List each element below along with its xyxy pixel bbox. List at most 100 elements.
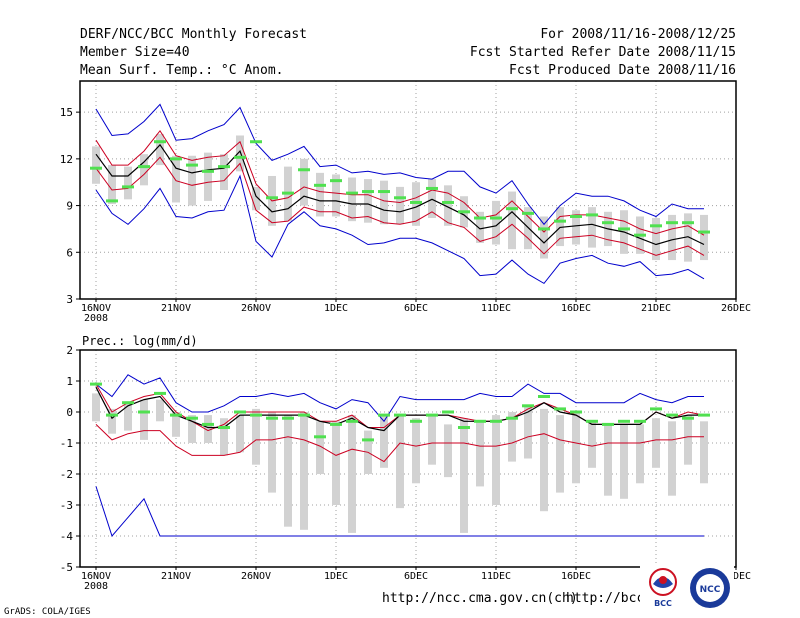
temp-y-tick-label: 3 xyxy=(66,293,73,306)
temp-control-marker xyxy=(362,190,374,194)
temp-y-tick-label: 9 xyxy=(66,200,73,213)
prec-x-tick-label: 21NOV xyxy=(161,571,191,582)
bcc-url-link[interactable]: http://bcc.c xyxy=(566,591,660,606)
temp-control-marker xyxy=(570,214,582,218)
prec-min-line xyxy=(95,486,704,538)
prec-control-marker xyxy=(682,416,694,420)
temp-control-marker xyxy=(506,207,518,211)
chart-title: DERF/NCC/BCC Monthly Forecast xyxy=(80,27,307,42)
temp-control-marker xyxy=(298,168,310,172)
temp-spread-box xyxy=(348,177,356,222)
prec-control-marker xyxy=(106,413,118,417)
prec-spread-box xyxy=(252,408,260,465)
temp-control-marker xyxy=(522,211,534,215)
prec-spread-box xyxy=(284,415,292,527)
temp-spread-box xyxy=(124,166,132,200)
prec-control-marker xyxy=(522,404,534,408)
temp-control-marker xyxy=(458,210,470,214)
prec-control-marker xyxy=(138,410,150,414)
prec-spread-box xyxy=(332,421,340,505)
temp-spread-box xyxy=(332,174,340,217)
prec-y-tick-label: -1 xyxy=(60,437,73,450)
temp-spread-box xyxy=(684,213,692,262)
temp-x-tick-label: 16DEC xyxy=(561,303,591,314)
prec-control-marker xyxy=(314,435,326,439)
temp-spread-box xyxy=(700,214,708,261)
temp-spread-box xyxy=(156,133,164,166)
prec-control-marker xyxy=(282,416,294,420)
temp-control-marker xyxy=(282,191,294,195)
temp-control-marker xyxy=(650,224,662,228)
prec-y-tick-label: -2 xyxy=(60,468,73,481)
prec-control-marker xyxy=(650,407,662,411)
prec-control-marker xyxy=(698,413,710,417)
variable-label: Mean Surf. Temp.: °C Anom. xyxy=(80,63,284,78)
prec-control-marker xyxy=(554,407,566,411)
temp-y-tick-label: 15 xyxy=(60,106,73,119)
temp-spread-box xyxy=(540,216,548,259)
prec-control-marker xyxy=(218,426,230,429)
prec-spread-box xyxy=(508,412,516,462)
temp-x-tick-label: 6DEC xyxy=(404,303,428,314)
temp-spread-box xyxy=(108,165,116,205)
temp-lower-line xyxy=(95,156,705,256)
temp-control-marker xyxy=(346,191,358,195)
temp-control-marker xyxy=(602,221,614,225)
temp-control-marker xyxy=(538,227,550,231)
temp-control-marker xyxy=(170,157,182,161)
temp-x-tick-label: 21DEC xyxy=(641,303,671,314)
prec-spread-box xyxy=(396,415,404,509)
temp-control-marker xyxy=(394,196,406,200)
prec-spread-box xyxy=(444,424,452,478)
prec-control-marker xyxy=(410,419,422,423)
temp-mean-line xyxy=(95,143,705,246)
prec-control-marker xyxy=(122,401,134,405)
prec-x-tick-label: 26DEC xyxy=(721,571,751,582)
temperature-panel: 16NOV 21NOV 26NOV 1DEC 6DEC 11DEC 16DEC 21DEC 26… xyxy=(60,80,751,324)
temp-x-tick-label: 16NOV xyxy=(81,303,111,314)
temp-year-label: 2008 xyxy=(84,313,108,324)
temp-spread-box xyxy=(316,172,324,217)
prec-y-tick-label: 0 xyxy=(66,406,73,419)
temp-spread-box xyxy=(188,155,196,206)
temp-control-marker xyxy=(426,186,438,190)
prec-control-marker xyxy=(202,422,214,426)
prec-control-marker xyxy=(330,422,342,426)
prec-frame xyxy=(79,349,737,568)
prec-control-marker xyxy=(362,438,374,442)
prec-spread-box xyxy=(188,415,196,443)
prec-spread-box xyxy=(540,408,548,512)
prec-spread-box xyxy=(668,421,676,496)
temp-spread-box xyxy=(172,155,180,203)
temp-spread-box xyxy=(556,207,564,247)
temp-control-marker xyxy=(698,230,710,234)
ncc-url-link[interactable]: http://ncc.cma.gov.cn(ch) xyxy=(382,591,578,606)
prec-control-marker xyxy=(602,422,614,426)
temp-upper-line xyxy=(95,129,705,236)
prec-x-tick-label: 11DEC xyxy=(481,571,511,582)
forecast-start-date: Fcst Started Refer Date 2008/11/15 xyxy=(469,45,736,60)
prec-control-marker xyxy=(394,413,406,417)
prec-control-marker xyxy=(458,426,470,429)
prec-spread-box xyxy=(604,424,612,496)
prec-spread-box xyxy=(700,421,708,484)
temp-control-marker xyxy=(634,233,646,237)
prec-year-label: 2008 xyxy=(84,581,108,592)
temp-control-marker xyxy=(442,200,454,204)
temp-control-marker xyxy=(218,165,230,169)
prec-control-marker xyxy=(378,413,390,417)
prec-max-line xyxy=(95,374,704,423)
prec-control-marker xyxy=(634,419,646,423)
prec-control-marker xyxy=(490,419,502,423)
temp-control-marker xyxy=(186,163,198,167)
ncc-logo-text: NCC xyxy=(700,585,721,595)
temp-spread-box xyxy=(252,186,260,211)
temp-control-marker xyxy=(90,166,102,170)
prec-control-marker xyxy=(426,413,438,417)
temp-control-marker xyxy=(378,190,390,194)
temp-control-marker xyxy=(234,155,246,159)
prec-spread-box xyxy=(492,415,500,505)
grads-credit: GrADS: COLA/IGES xyxy=(4,607,91,617)
ncc-logo: NCC xyxy=(686,566,734,610)
temp-spread-box xyxy=(364,179,372,223)
